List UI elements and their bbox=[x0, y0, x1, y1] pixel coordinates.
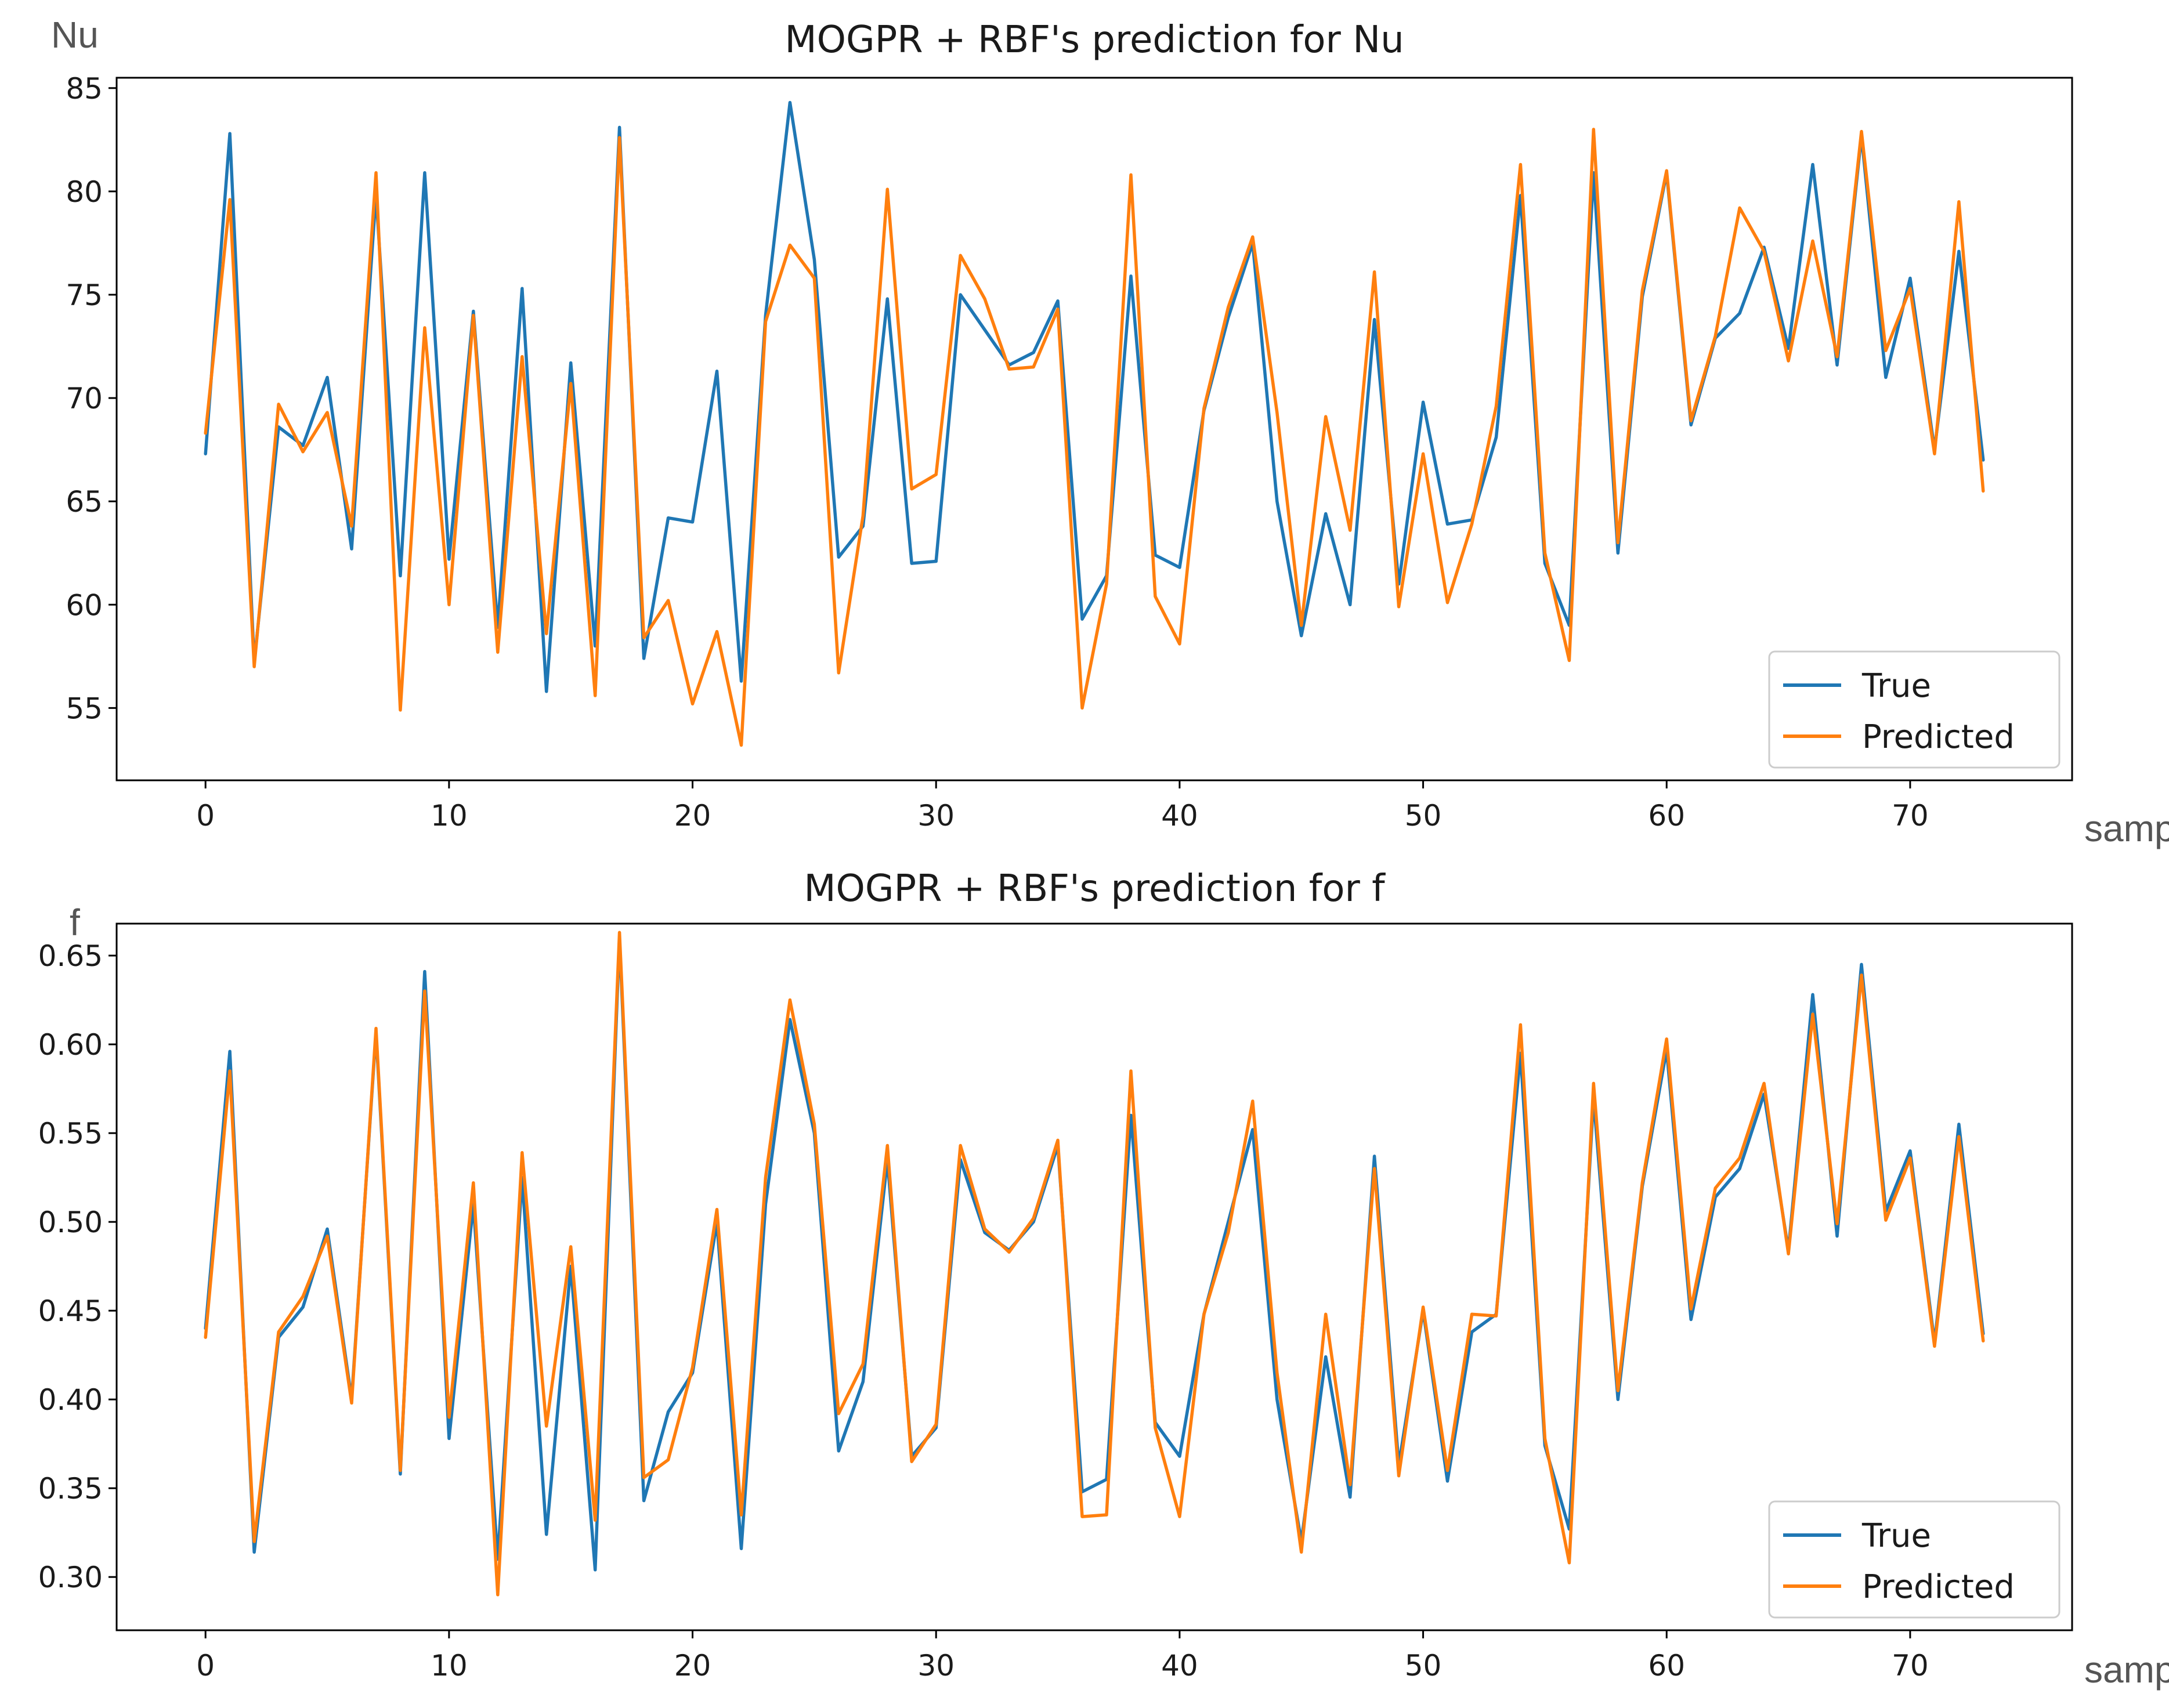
x-tick-label: 0 bbox=[196, 1649, 215, 1682]
x-tick-label: 0 bbox=[196, 799, 215, 833]
y-tick-label: 70 bbox=[66, 382, 103, 415]
x-tick-label: 30 bbox=[917, 1649, 955, 1682]
chart-title: MOGPR + RBF's prediction for Nu bbox=[785, 19, 1404, 61]
legend-label-true: True bbox=[1861, 1517, 1931, 1555]
y-axis-label: f bbox=[70, 902, 80, 943]
x-tick-label: 20 bbox=[674, 1649, 711, 1682]
series-line-predicted bbox=[204, 128, 1985, 747]
legend-label-predicted: Predicted bbox=[1862, 718, 2015, 756]
y-tick-label: 80 bbox=[66, 175, 103, 209]
y-tick-label: 0.45 bbox=[38, 1294, 103, 1328]
chart-nu: MOGPR + RBF's prediction for Nu Nu sample 5… bbox=[51, 14, 2169, 849]
chart-f: MOGPR + RBF's prediction for f f sample 0.3… bbox=[38, 867, 2169, 1691]
x-tick-label: 30 bbox=[917, 799, 955, 833]
y-tick-label: 0.50 bbox=[38, 1206, 103, 1239]
y-tick-label: 0.30 bbox=[38, 1561, 103, 1594]
x-tick-label: 50 bbox=[1405, 799, 1442, 833]
x-axis-label: sample bbox=[2084, 1649, 2169, 1691]
y-tick-label: 55 bbox=[66, 692, 103, 725]
plot-frame bbox=[115, 77, 2073, 781]
series-line-true bbox=[204, 100, 1985, 693]
x-tick-label: 10 bbox=[431, 1649, 468, 1682]
x-tick-label: 70 bbox=[1892, 1649, 1929, 1682]
x-tick-label: 60 bbox=[1648, 799, 1685, 833]
x-tick-label: 20 bbox=[674, 799, 711, 833]
y-tick-label: 75 bbox=[66, 278, 103, 312]
legend-label-true: True bbox=[1861, 667, 1931, 705]
plot-frame bbox=[115, 922, 2073, 1631]
y-tick-label: 85 bbox=[66, 72, 103, 106]
chart-title: MOGPR + RBF's prediction for f bbox=[804, 867, 1386, 910]
y-tick-label: 60 bbox=[66, 588, 103, 622]
legend-box bbox=[1768, 650, 2060, 769]
y-tick-label: 0.65 bbox=[38, 939, 103, 973]
y-axis-label: Nu bbox=[51, 14, 99, 56]
y-tick-label: 0.40 bbox=[38, 1383, 103, 1417]
x-tick-label: 10 bbox=[431, 799, 468, 833]
series-line-predicted bbox=[204, 931, 1985, 1597]
y-tick-label: 0.55 bbox=[38, 1117, 103, 1150]
x-tick-label: 50 bbox=[1405, 1649, 1442, 1682]
x-tick-label: 70 bbox=[1892, 799, 1929, 833]
x-axis-label: sample bbox=[2084, 808, 2169, 849]
y-tick-label: 65 bbox=[66, 485, 103, 519]
x-tick-label: 40 bbox=[1161, 1649, 1198, 1682]
y-tick-label: 0.35 bbox=[38, 1472, 103, 1506]
legend-label-predicted: Predicted bbox=[1862, 1568, 2015, 1606]
series-line-true bbox=[204, 936, 1985, 1572]
x-tick-label: 60 bbox=[1648, 1649, 1685, 1682]
x-tick-label: 40 bbox=[1161, 799, 1198, 833]
legend-box bbox=[1768, 1500, 2060, 1619]
y-tick-label: 0.60 bbox=[38, 1028, 103, 1062]
